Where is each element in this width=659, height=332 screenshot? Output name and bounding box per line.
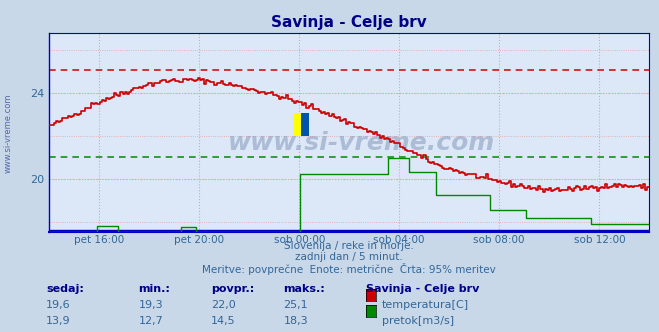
Text: www.si-vreme.com: www.si-vreme.com [3, 93, 13, 173]
Text: maks.:: maks.: [283, 284, 325, 294]
Text: Slovenija / reke in morje.: Slovenija / reke in morje. [284, 241, 415, 251]
Text: pretok[m3/s]: pretok[m3/s] [382, 316, 453, 326]
Text: Savinja - Celje brv: Savinja - Celje brv [272, 15, 427, 30]
Text: 13,9: 13,9 [46, 316, 71, 326]
Text: povpr.:: povpr.: [211, 284, 254, 294]
Text: zadnji dan / 5 minut.: zadnji dan / 5 minut. [295, 252, 403, 262]
Text: Meritve: povprečne  Enote: metrične  Črta: 95% meritev: Meritve: povprečne Enote: metrične Črta:… [202, 263, 496, 275]
Text: 19,3: 19,3 [138, 300, 163, 310]
Text: 14,5: 14,5 [211, 316, 235, 326]
Text: www.si-vreme.com: www.si-vreme.com [227, 131, 495, 155]
Text: 25,1: 25,1 [283, 300, 308, 310]
Text: 19,6: 19,6 [46, 300, 71, 310]
Text: temperatura[C]: temperatura[C] [382, 300, 469, 310]
Text: 22,0: 22,0 [211, 300, 236, 310]
Text: Savinja - Celje brv: Savinja - Celje brv [366, 284, 479, 294]
Text: min.:: min.: [138, 284, 170, 294]
Text: 12,7: 12,7 [138, 316, 163, 326]
Text: sedaj:: sedaj: [46, 284, 84, 294]
Text: 18,3: 18,3 [283, 316, 308, 326]
